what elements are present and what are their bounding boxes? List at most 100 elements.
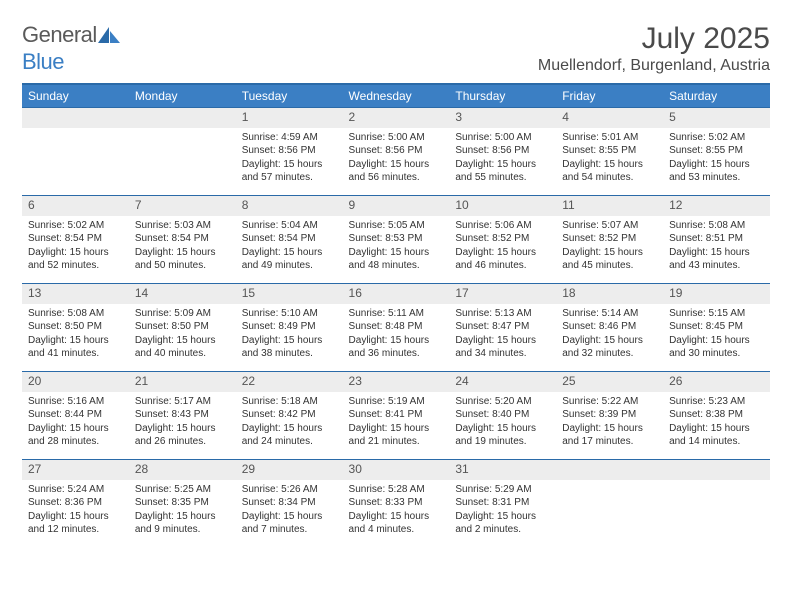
day-details: Sunrise: 5:13 AMSunset: 8:47 PMDaylight:… xyxy=(449,304,556,365)
day-number: 24 xyxy=(449,371,556,392)
calendar-day-cell: 3Sunrise: 5:00 AMSunset: 8:56 PMDaylight… xyxy=(449,107,556,195)
day-number: 26 xyxy=(663,371,770,392)
day-details: Sunrise: 5:20 AMSunset: 8:40 PMDaylight:… xyxy=(449,392,556,453)
calendar-day-cell: 27Sunrise: 5:24 AMSunset: 8:36 PMDayligh… xyxy=(22,459,129,547)
day-details: Sunrise: 5:15 AMSunset: 8:45 PMDaylight:… xyxy=(663,304,770,365)
day-number xyxy=(22,107,129,128)
day-number: 25 xyxy=(556,371,663,392)
calendar-row: 13Sunrise: 5:08 AMSunset: 8:50 PMDayligh… xyxy=(22,283,770,371)
day-number: 8 xyxy=(236,195,343,216)
weekday-header-row: SundayMondayTuesdayWednesdayThursdayFrid… xyxy=(22,84,770,107)
day-number: 28 xyxy=(129,459,236,480)
day-details: Sunrise: 5:09 AMSunset: 8:50 PMDaylight:… xyxy=(129,304,236,365)
day-number: 13 xyxy=(22,283,129,304)
day-details: Sunrise: 5:14 AMSunset: 8:46 PMDaylight:… xyxy=(556,304,663,365)
calendar-day-cell: 18Sunrise: 5:14 AMSunset: 8:46 PMDayligh… xyxy=(556,283,663,371)
weekday-header: Friday xyxy=(556,84,663,107)
calendar-page: GeneralBlue July 2025 Muellendorf, Burge… xyxy=(0,0,792,547)
calendar-day-cell: 26Sunrise: 5:23 AMSunset: 8:38 PMDayligh… xyxy=(663,371,770,459)
calendar-body: 1Sunrise: 4:59 AMSunset: 8:56 PMDaylight… xyxy=(22,107,770,547)
day-details: Sunrise: 5:04 AMSunset: 8:54 PMDaylight:… xyxy=(236,216,343,277)
day-details: Sunrise: 5:29 AMSunset: 8:31 PMDaylight:… xyxy=(449,480,556,541)
calendar-day-cell: 4Sunrise: 5:01 AMSunset: 8:55 PMDaylight… xyxy=(556,107,663,195)
month-title: July 2025 xyxy=(538,22,770,55)
day-number: 2 xyxy=(343,107,450,128)
logo-text: GeneralBlue xyxy=(22,22,120,75)
day-details: Sunrise: 5:02 AMSunset: 8:54 PMDaylight:… xyxy=(22,216,129,277)
day-details: Sunrise: 5:26 AMSunset: 8:34 PMDaylight:… xyxy=(236,480,343,541)
day-number: 17 xyxy=(449,283,556,304)
day-details: Sunrise: 5:01 AMSunset: 8:55 PMDaylight:… xyxy=(556,128,663,189)
calendar-day-cell: 30Sunrise: 5:28 AMSunset: 8:33 PMDayligh… xyxy=(343,459,450,547)
calendar-day-cell: 23Sunrise: 5:19 AMSunset: 8:41 PMDayligh… xyxy=(343,371,450,459)
day-number: 1 xyxy=(236,107,343,128)
calendar-day-cell: 16Sunrise: 5:11 AMSunset: 8:48 PMDayligh… xyxy=(343,283,450,371)
day-details: Sunrise: 5:19 AMSunset: 8:41 PMDaylight:… xyxy=(343,392,450,453)
day-number: 11 xyxy=(556,195,663,216)
day-number: 4 xyxy=(556,107,663,128)
calendar-empty-cell xyxy=(129,107,236,195)
calendar-day-cell: 2Sunrise: 5:00 AMSunset: 8:56 PMDaylight… xyxy=(343,107,450,195)
day-number: 3 xyxy=(449,107,556,128)
calendar-day-cell: 25Sunrise: 5:22 AMSunset: 8:39 PMDayligh… xyxy=(556,371,663,459)
calendar-day-cell: 6Sunrise: 5:02 AMSunset: 8:54 PMDaylight… xyxy=(22,195,129,283)
weekday-header: Monday xyxy=(129,84,236,107)
day-details: Sunrise: 4:59 AMSunset: 8:56 PMDaylight:… xyxy=(236,128,343,189)
calendar-day-cell: 10Sunrise: 5:06 AMSunset: 8:52 PMDayligh… xyxy=(449,195,556,283)
day-number xyxy=(663,459,770,480)
day-number xyxy=(556,459,663,480)
day-details: Sunrise: 5:25 AMSunset: 8:35 PMDaylight:… xyxy=(129,480,236,541)
calendar-empty-cell xyxy=(663,459,770,547)
calendar-empty-cell xyxy=(556,459,663,547)
calendar-day-cell: 22Sunrise: 5:18 AMSunset: 8:42 PMDayligh… xyxy=(236,371,343,459)
day-details: Sunrise: 5:17 AMSunset: 8:43 PMDaylight:… xyxy=(129,392,236,453)
calendar-day-cell: 12Sunrise: 5:08 AMSunset: 8:51 PMDayligh… xyxy=(663,195,770,283)
day-details: Sunrise: 5:18 AMSunset: 8:42 PMDaylight:… xyxy=(236,392,343,453)
day-number: 15 xyxy=(236,283,343,304)
logo-part2: Blue xyxy=(22,49,64,74)
calendar-day-cell: 13Sunrise: 5:08 AMSunset: 8:50 PMDayligh… xyxy=(22,283,129,371)
day-details: Sunrise: 5:00 AMSunset: 8:56 PMDaylight:… xyxy=(449,128,556,189)
calendar-row: 27Sunrise: 5:24 AMSunset: 8:36 PMDayligh… xyxy=(22,459,770,547)
day-number: 31 xyxy=(449,459,556,480)
day-number: 21 xyxy=(129,371,236,392)
day-details: Sunrise: 5:05 AMSunset: 8:53 PMDaylight:… xyxy=(343,216,450,277)
weekday-header: Thursday xyxy=(449,84,556,107)
day-number xyxy=(129,107,236,128)
calendar-table: SundayMondayTuesdayWednesdayThursdayFrid… xyxy=(22,83,770,547)
day-details: Sunrise: 5:00 AMSunset: 8:56 PMDaylight:… xyxy=(343,128,450,189)
day-number: 6 xyxy=(22,195,129,216)
day-number: 5 xyxy=(663,107,770,128)
day-details: Sunrise: 5:03 AMSunset: 8:54 PMDaylight:… xyxy=(129,216,236,277)
header: GeneralBlue July 2025 Muellendorf, Burge… xyxy=(22,22,770,75)
calendar-day-cell: 20Sunrise: 5:16 AMSunset: 8:44 PMDayligh… xyxy=(22,371,129,459)
calendar-day-cell: 14Sunrise: 5:09 AMSunset: 8:50 PMDayligh… xyxy=(129,283,236,371)
logo-part1: General xyxy=(22,22,97,47)
day-number: 19 xyxy=(663,283,770,304)
calendar-day-cell: 31Sunrise: 5:29 AMSunset: 8:31 PMDayligh… xyxy=(449,459,556,547)
day-number: 23 xyxy=(343,371,450,392)
day-details: Sunrise: 5:16 AMSunset: 8:44 PMDaylight:… xyxy=(22,392,129,453)
day-number: 30 xyxy=(343,459,450,480)
calendar-day-cell: 8Sunrise: 5:04 AMSunset: 8:54 PMDaylight… xyxy=(236,195,343,283)
day-number: 22 xyxy=(236,371,343,392)
day-details: Sunrise: 5:08 AMSunset: 8:50 PMDaylight:… xyxy=(22,304,129,365)
calendar-day-cell: 1Sunrise: 4:59 AMSunset: 8:56 PMDaylight… xyxy=(236,107,343,195)
calendar-day-cell: 7Sunrise: 5:03 AMSunset: 8:54 PMDaylight… xyxy=(129,195,236,283)
day-number: 27 xyxy=(22,459,129,480)
calendar-day-cell: 9Sunrise: 5:05 AMSunset: 8:53 PMDaylight… xyxy=(343,195,450,283)
calendar-day-cell: 15Sunrise: 5:10 AMSunset: 8:49 PMDayligh… xyxy=(236,283,343,371)
day-details: Sunrise: 5:28 AMSunset: 8:33 PMDaylight:… xyxy=(343,480,450,541)
logo: GeneralBlue xyxy=(22,22,120,75)
day-number: 12 xyxy=(663,195,770,216)
location-text: Muellendorf, Burgenland, Austria xyxy=(538,57,770,75)
calendar-empty-cell xyxy=(22,107,129,195)
calendar-day-cell: 11Sunrise: 5:07 AMSunset: 8:52 PMDayligh… xyxy=(556,195,663,283)
day-number: 9 xyxy=(343,195,450,216)
logo-sail-icon xyxy=(98,23,120,49)
calendar-day-cell: 24Sunrise: 5:20 AMSunset: 8:40 PMDayligh… xyxy=(449,371,556,459)
calendar-day-cell: 17Sunrise: 5:13 AMSunset: 8:47 PMDayligh… xyxy=(449,283,556,371)
day-details: Sunrise: 5:11 AMSunset: 8:48 PMDaylight:… xyxy=(343,304,450,365)
calendar-row: 6Sunrise: 5:02 AMSunset: 8:54 PMDaylight… xyxy=(22,195,770,283)
day-number: 7 xyxy=(129,195,236,216)
